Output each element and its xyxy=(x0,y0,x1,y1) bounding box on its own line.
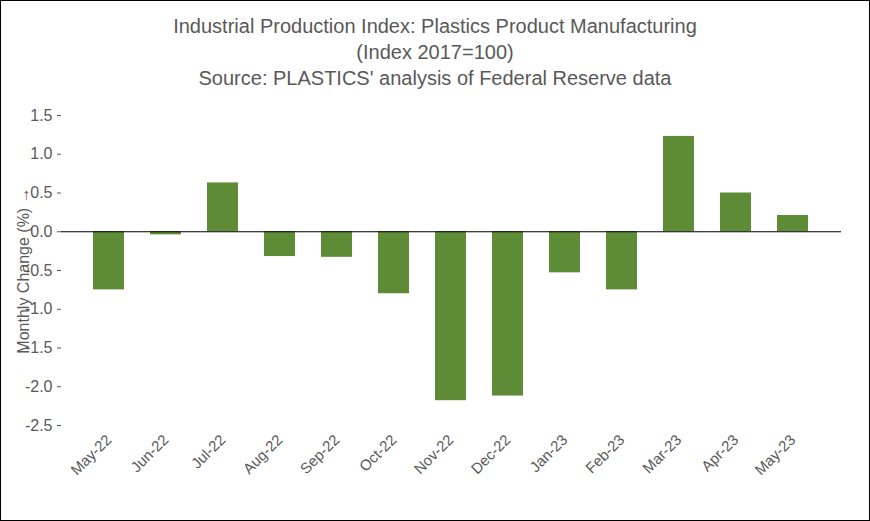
svg-text:-2.0: -2.0 xyxy=(25,378,53,395)
html-text:Industrial Production Index: P: Industrial Production Index: Plastics Pr… xyxy=(173,15,697,37)
svg-text:Monthly Change (%) →: Monthly Change (%) → xyxy=(15,187,32,353)
svg-text:Feb-23: Feb-23 xyxy=(582,431,628,477)
svg-text:1.5: 1.5 xyxy=(30,107,52,124)
svg-text:Sep-22: Sep-22 xyxy=(296,431,342,477)
svg-text:Mar-23: Mar-23 xyxy=(639,431,685,477)
svg-text:Jun-22: Jun-22 xyxy=(127,431,171,475)
svg-text:Jul-22: Jul-22 xyxy=(188,431,229,472)
svg-text:May-22: May-22 xyxy=(67,431,114,478)
svg-text:Dec-22: Dec-22 xyxy=(467,431,513,477)
svg-text:May-23: May-23 xyxy=(751,431,798,478)
svg-text:-1.5: -1.5 xyxy=(24,339,53,357)
svg-text:-0.5: -0.5 xyxy=(24,261,53,279)
svg-text:Aug-22: Aug-22 xyxy=(239,431,285,477)
svg-text:Oct-22: Oct-22 xyxy=(356,431,400,475)
svg-text:1.0: 1.0 xyxy=(30,145,52,162)
svg-text:-2.5: -2.5 xyxy=(25,417,53,434)
svg-text:Nov-22: Nov-22 xyxy=(410,431,456,477)
html-text:Source: PLASTICS' analysis of: Source: PLASTICS' analysis of Federal Re… xyxy=(198,67,672,89)
html-text:(Index 2017=100): (Index 2017=100) xyxy=(356,41,514,63)
svg-text:0.0: 0.0 xyxy=(30,223,52,240)
svg-text:-1.0: -1.0 xyxy=(24,300,53,318)
svg-text:0.5: 0.5 xyxy=(30,184,52,201)
svg-text:Jan-23: Jan-23 xyxy=(526,431,570,475)
svg-text:Apr-23: Apr-23 xyxy=(698,431,742,475)
